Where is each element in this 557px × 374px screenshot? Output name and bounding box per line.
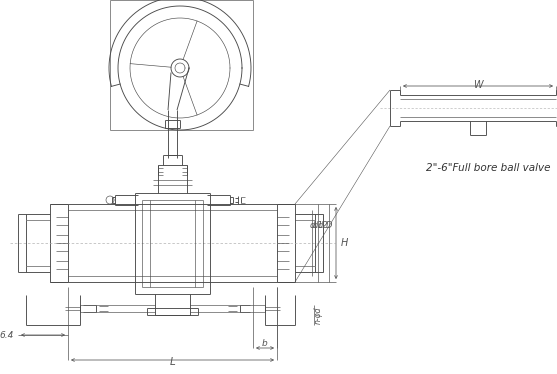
Text: W: W [473,80,483,90]
Text: n-φd: n-φd [314,306,323,324]
Text: 2"-6"Full bore ball valve: 2"-6"Full bore ball valve [426,163,550,173]
Text: H: H [341,238,348,248]
Text: D: D [326,221,332,230]
Text: 6.4: 6.4 [0,331,14,340]
Text: d2: d2 [317,221,329,230]
Text: d: d [309,221,315,230]
Text: L: L [170,357,175,367]
Text: d1: d1 [312,221,324,230]
Text: b: b [262,338,268,347]
